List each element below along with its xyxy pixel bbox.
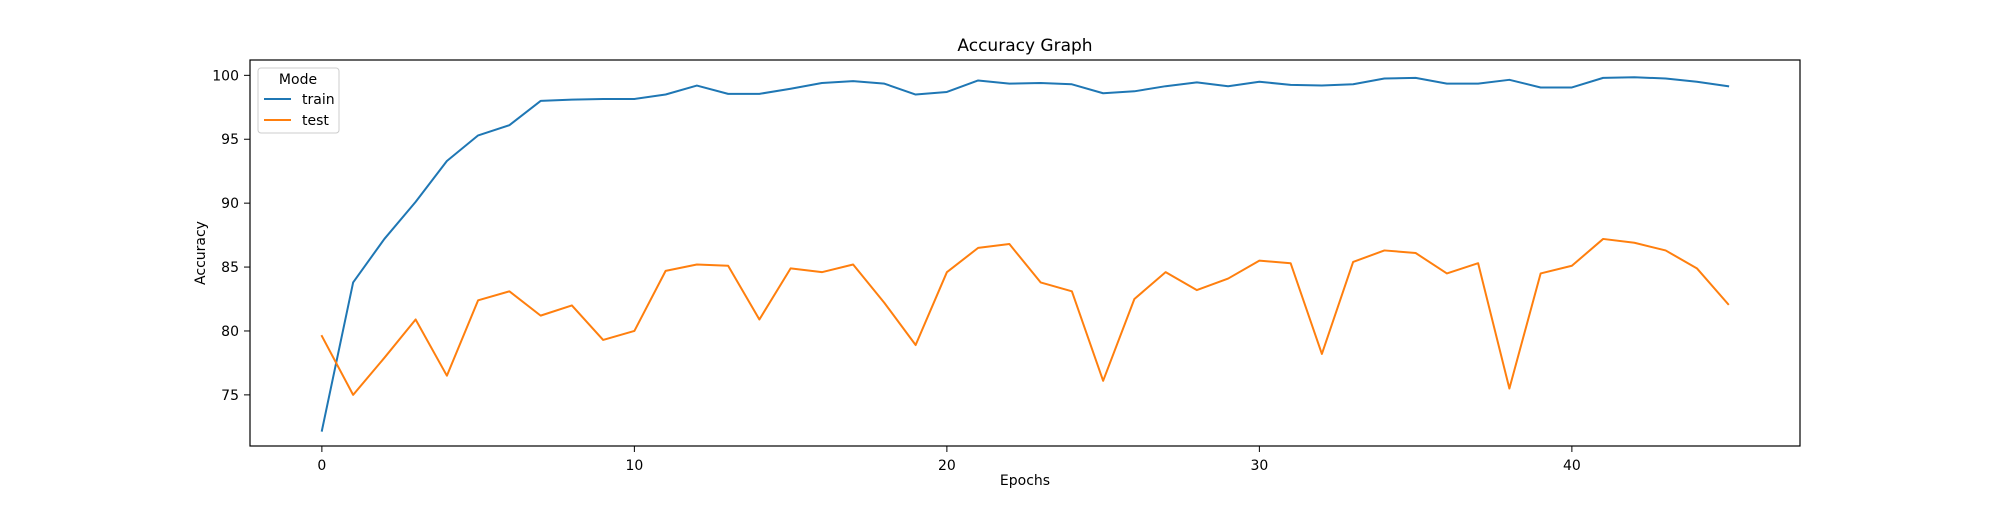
y-tick-label: 100 — [212, 68, 239, 84]
legend-title: Mode — [279, 72, 317, 88]
series-layer — [320, 76, 1730, 432]
plot-area-frame — [249, 59, 1801, 447]
x-axis-ticks: 0 10 20 30 40 — [317, 446, 1581, 474]
y-tick-label: 90 — [221, 196, 239, 212]
chart-title: Accuracy Graph — [957, 36, 1092, 56]
series-line-test — [320, 237, 1730, 396]
y-tick-label: 85 — [221, 260, 239, 276]
y-tick-label: 95 — [221, 132, 239, 148]
y-axis-ticks: 75 80 85 90 95 100 — [212, 68, 250, 404]
x-tick-label: 0 — [317, 458, 326, 474]
x-tick-label: 20 — [938, 458, 956, 474]
y-axis-label: Accuracy — [193, 221, 209, 285]
legend: Mode train test — [257, 67, 340, 134]
legend-box — [257, 67, 340, 134]
legend-label-train: train — [302, 92, 335, 108]
x-axis-label: Epochs — [1000, 473, 1050, 489]
y-tick-label: 75 — [221, 388, 239, 404]
x-tick-label: 40 — [1563, 458, 1581, 474]
y-tick-label: 80 — [221, 324, 239, 340]
x-tick-label: 10 — [625, 458, 643, 474]
x-tick-label: 30 — [1250, 458, 1268, 474]
legend-label-test: test — [302, 113, 329, 129]
series-line-train — [320, 76, 1730, 432]
